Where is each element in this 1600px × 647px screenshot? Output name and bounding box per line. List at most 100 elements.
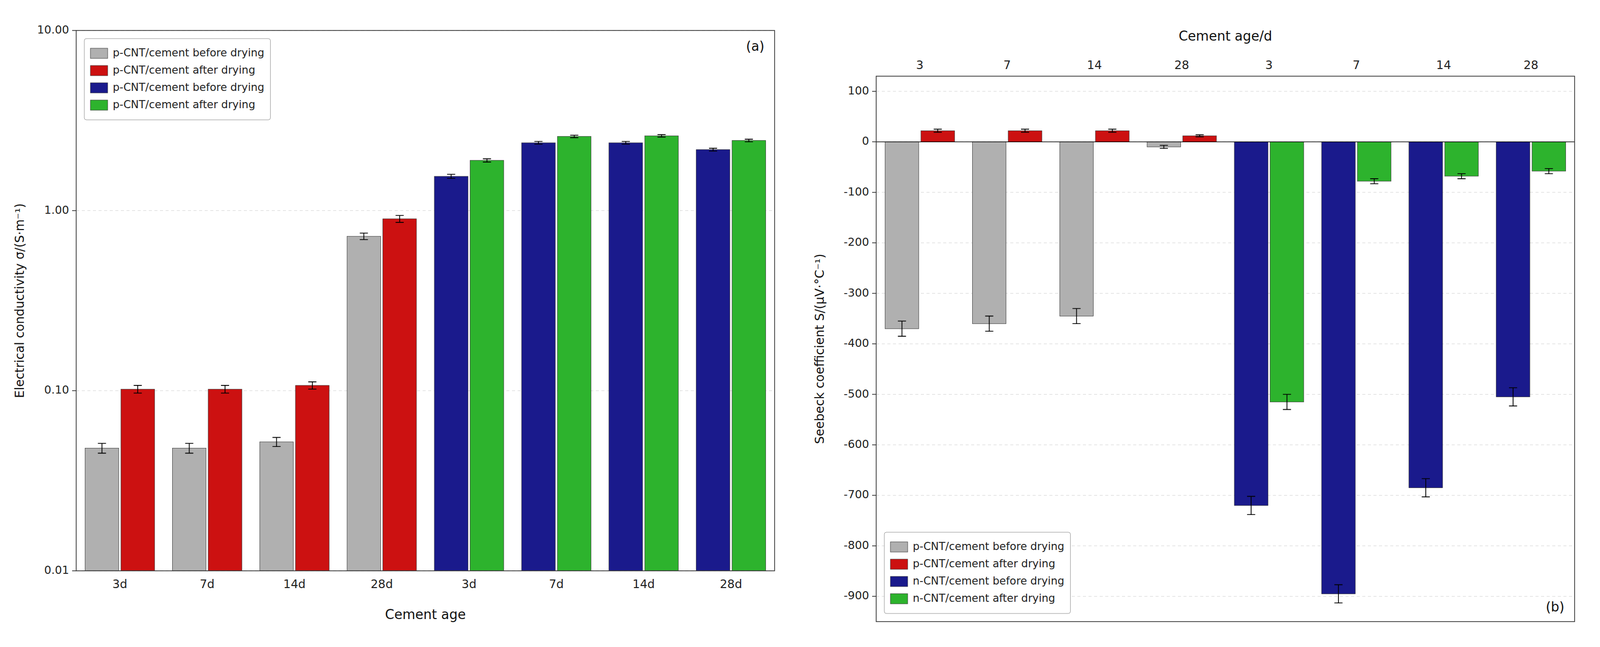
x-axis-label: Cement age [385,606,466,623]
bar [1496,141,1530,397]
bar [259,441,294,571]
y-tick [872,242,877,244]
error-bar [308,381,317,390]
x-tick-label: 14d [283,577,306,591]
x-tick-label: 28d [719,577,743,591]
y-tick [872,394,877,396]
grid-line [876,141,1575,143]
y-tick-label: -300 [843,286,870,300]
chart: 0.010.101.0010.003d7d14d28d3d7d14d28dCem… [0,0,1600,647]
panel: 1000-100-200-300-400-500-600-700-800-900… [812,28,1575,622]
x-tick-label: 28 [1174,58,1190,72]
y-axis: 0.01 0.10 1.00 10.00 [37,23,775,577]
error-bar [220,385,230,394]
bar [120,389,155,571]
legend-swatch [890,541,908,553]
error-bar [744,139,753,142]
error-bar [621,141,630,145]
bar [382,218,417,571]
title: (a) [746,38,765,54]
y-tick-label: 0.01 [44,563,70,577]
grid-line [876,394,1575,395]
error-bar [898,321,907,337]
error-bar [1020,129,1030,133]
x-tick-label: 7d [199,577,215,591]
error-bar [1334,584,1343,603]
error-bar [483,158,492,163]
x-tick-label: 3 [1265,58,1273,72]
y-tick-label: 0.10 [44,383,70,397]
bar [470,160,504,571]
error-bar [185,443,194,454]
y-tick [72,390,77,392]
legend-box [84,38,271,120]
error-bar [133,385,142,394]
y-tick [872,545,877,547]
error-bar [1246,496,1256,515]
legend-label: n-CNT/cement before drying [912,574,1065,588]
title: (b) [1545,599,1565,615]
bar [1444,141,1479,177]
y-tick-label: -800 [843,538,870,552]
legend-label: p-CNT/cement after drying [112,98,255,111]
bar [1059,141,1094,316]
x-tick-label: 7d [549,577,564,591]
zero-line [876,141,1575,143]
error-bar [1108,129,1117,133]
y-tick [872,444,877,446]
x-tick-label: 3d [112,577,127,591]
y-tick-label: -500 [843,387,870,401]
error-bar [1195,134,1204,137]
bar [557,136,591,571]
bar [885,141,919,329]
y-tick-label: -900 [843,589,870,602]
bar [1409,141,1443,488]
y-axis-label: Seebeck coefficient S/(μV·°C⁻¹) [812,253,827,445]
y-tick-label: -600 [843,437,870,451]
y-tick-label: -100 [843,185,870,199]
legend-label: p-CNT/cement before drying [912,540,1065,553]
error-bar [933,129,942,133]
grid-line [876,90,1575,92]
y-tick [872,293,877,295]
y-tick [872,343,877,345]
bar [1531,141,1566,172]
x-tick-label: 14 [1086,58,1102,72]
legend-label: p-CNT/cement after drying [112,64,255,77]
bar [295,385,330,571]
error-bar [395,215,404,223]
x-tick-label: 14d [632,577,655,591]
bar [521,142,556,571]
legend-swatch [90,65,108,76]
y-tick [72,29,77,31]
legend-swatch [890,576,908,587]
bar [172,448,206,571]
legend-swatch [890,559,908,570]
x-axis: 371428371428Cement age/d [916,28,1539,72]
bars [85,134,766,571]
legend-swatch [90,82,108,93]
legend-label: n-CNT/cement after drying [912,592,1055,605]
error-bar [98,443,107,454]
plot-frame [76,30,775,571]
bar [644,135,679,571]
error-bar [359,233,368,240]
x-tick-label: 3d [461,577,477,591]
error-bar [985,315,994,332]
legend-label: p-CNT/cement before drying [112,81,265,94]
y-tick [72,210,77,212]
y-tick [872,141,877,143]
legend-label: p-CNT/cement after drying [912,557,1055,570]
bar [731,140,766,571]
y-tick-label: 1.00 [44,203,70,217]
x-axis-label: Cement age/d [1178,28,1272,44]
x-tick-label: 3 [916,58,924,72]
x-tick-label: 14 [1436,58,1452,72]
error-bar [272,437,281,447]
legend-label: p-CNT/cement before drying [112,46,265,59]
legend-swatch [90,100,108,111]
error-bar [1370,178,1379,184]
y-tick-label: 10.00 [37,23,70,37]
bar [85,448,119,571]
error-bar [1457,173,1466,179]
